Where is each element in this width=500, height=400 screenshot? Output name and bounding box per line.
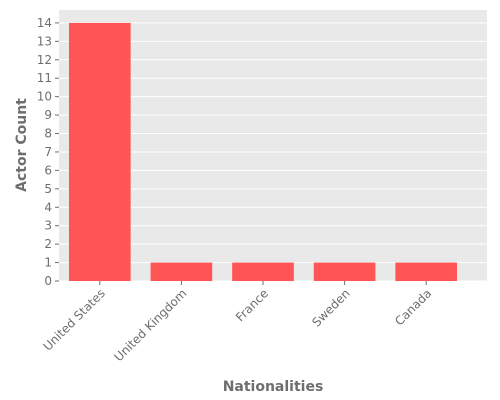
x-axis-title: Nationalities — [223, 379, 324, 395]
bar — [313, 262, 376, 281]
y-tick-label: 10 — [37, 90, 52, 104]
y-tick-label: 6 — [44, 163, 52, 177]
x-tick-label: Sweden — [309, 286, 352, 329]
y-tick-label: 8 — [44, 127, 52, 141]
y-tick-label: 1 — [44, 256, 52, 270]
y-tick-label: 13 — [37, 34, 52, 48]
y-tick-label: 0 — [44, 274, 52, 288]
y-tick-label: 9 — [44, 108, 52, 122]
bar — [68, 22, 131, 282]
x-tick-label: France — [233, 286, 271, 324]
y-tick-label: 2 — [44, 237, 52, 251]
bars — [68, 22, 458, 282]
bar — [232, 262, 294, 281]
bar — [150, 262, 213, 281]
y-tick-label: 5 — [44, 182, 52, 196]
x-tick-label: United States — [41, 286, 108, 353]
y-tick-label: 3 — [44, 219, 52, 233]
y-tick-label: 4 — [44, 200, 52, 214]
y-tick-label: 7 — [44, 145, 52, 159]
x-tick-label: Canada — [392, 286, 434, 328]
bar — [395, 262, 458, 281]
x-axis-ticks: United States United Kingdom France Sweden C… — [41, 281, 434, 364]
y-axis-title: Actor Count — [14, 98, 30, 192]
y-tick-label: 11 — [37, 71, 52, 85]
y-tick-label: 12 — [37, 53, 52, 67]
x-tick-label: United Kingdom — [112, 286, 190, 364]
y-tick-label: 14 — [37, 16, 52, 30]
